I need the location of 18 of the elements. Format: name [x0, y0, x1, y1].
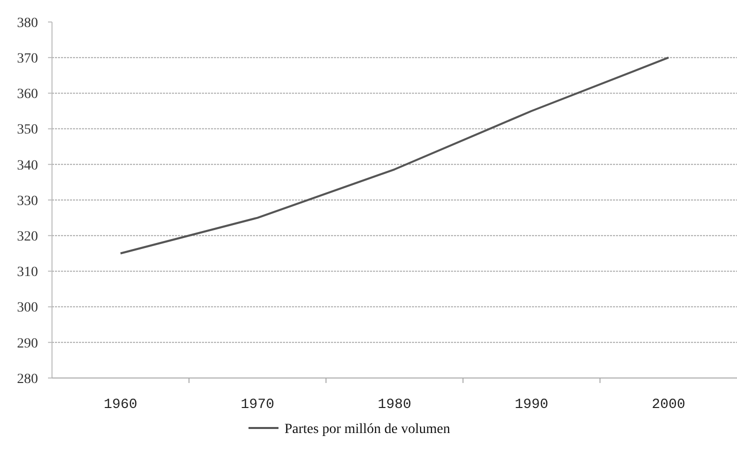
- y-tick-label: 350: [17, 122, 38, 138]
- y-tick-label: 290: [17, 336, 38, 352]
- y-tick-label: 300: [17, 300, 38, 316]
- x-tick-label: 1990: [514, 397, 548, 413]
- line-series: [120, 56, 670, 254]
- y-tick-label: 280: [17, 372, 38, 387]
- x-tick-label: 1980: [378, 397, 412, 413]
- y-tick-label: 310: [17, 265, 38, 280]
- y-tick-label: 360: [17, 87, 38, 102]
- y-tick-label: 370: [17, 52, 38, 66]
- x-tick-label: 1960: [104, 397, 138, 413]
- y-tick-label: 330: [17, 194, 38, 209]
- x-tick-label: 1970: [240, 397, 274, 413]
- legend-label: Partes por millón de volumen: [284, 422, 450, 437]
- y-tick-label: 320: [17, 230, 38, 244]
- y-tick-label: 340: [17, 158, 38, 174]
- y-tick-label: 380: [17, 16, 38, 31]
- x-tick-label: 2000: [652, 397, 686, 413]
